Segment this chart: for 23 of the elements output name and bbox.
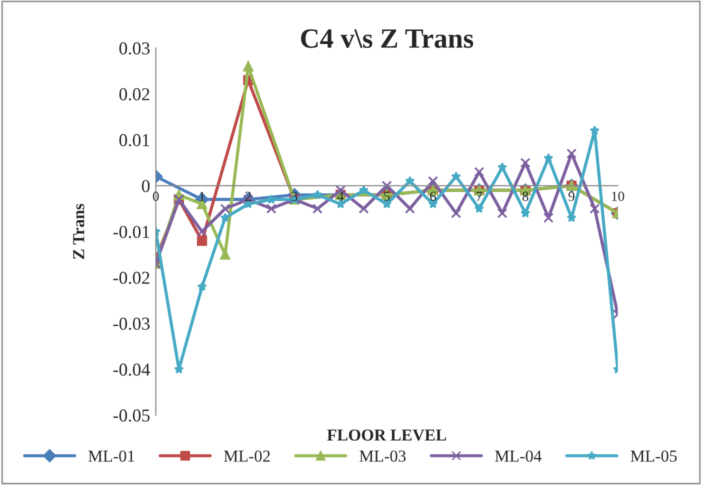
x-tick-label: 9 [568, 192, 574, 202]
x-axis-title: FLOOR LEVEL [327, 429, 446, 441]
y-tick-label: -0.02 [113, 272, 150, 284]
y-tick-label: -0.05 [113, 409, 150, 422]
x-tick-label: 1 [200, 192, 205, 201]
y-tick-label: 0.01 [119, 134, 150, 146]
y-tick-label: -0.03 [113, 318, 150, 330]
y-axis-title: Z Trans [73, 204, 84, 259]
x-tick-label: 5 [384, 192, 390, 202]
x-tick-label: 4 [337, 192, 344, 201]
x-tick-label: 2 [245, 192, 251, 201]
legend-label: ML-05 [630, 450, 677, 462]
legend-label: ML-04 [495, 450, 542, 462]
y-tick-label: -0.04 [113, 364, 150, 376]
y-tick-label: 0.02 [119, 88, 150, 100]
y-tick-label: 0.03 [119, 42, 150, 55]
chart-title: C4 v\s Z Trans [301, 29, 474, 48]
y-tick-label: 0 [142, 180, 150, 192]
legend-label: ML-03 [360, 450, 406, 462]
y-tick-label: -0.01 [113, 226, 150, 238]
legend-label: ML-01 [88, 450, 134, 462]
x-tick-label: 10 [612, 192, 624, 202]
legend-label: ML-02 [224, 450, 270, 462]
